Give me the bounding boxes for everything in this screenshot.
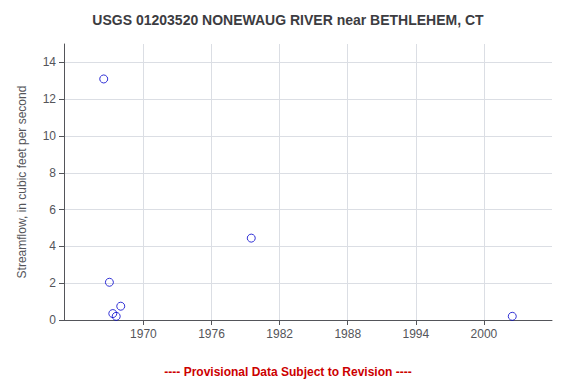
- svg-text:1976: 1976: [198, 327, 225, 341]
- svg-text:6: 6: [49, 203, 56, 217]
- svg-text:---- Provisional Data Subject: ---- Provisional Data Subject to Revisio…: [164, 365, 411, 379]
- svg-text:Streamflow, in cubic feet per: Streamflow, in cubic feet per second: [15, 86, 29, 279]
- svg-text:14: 14: [43, 55, 57, 69]
- svg-text:8: 8: [49, 166, 56, 180]
- svg-text:12: 12: [43, 92, 57, 106]
- svg-text:2: 2: [49, 276, 56, 290]
- svg-text:USGS 01203520 NONEWAUG RIVER n: USGS 01203520 NONEWAUG RIVER near BETHLE…: [92, 12, 484, 28]
- svg-text:0: 0: [49, 313, 56, 327]
- svg-text:1994: 1994: [402, 327, 429, 341]
- svg-text:2000: 2000: [471, 327, 498, 341]
- svg-text:1988: 1988: [334, 327, 361, 341]
- svg-text:1970: 1970: [130, 327, 157, 341]
- svg-text:4: 4: [49, 239, 56, 253]
- svg-text:10: 10: [43, 129, 57, 143]
- svg-text:1982: 1982: [266, 327, 293, 341]
